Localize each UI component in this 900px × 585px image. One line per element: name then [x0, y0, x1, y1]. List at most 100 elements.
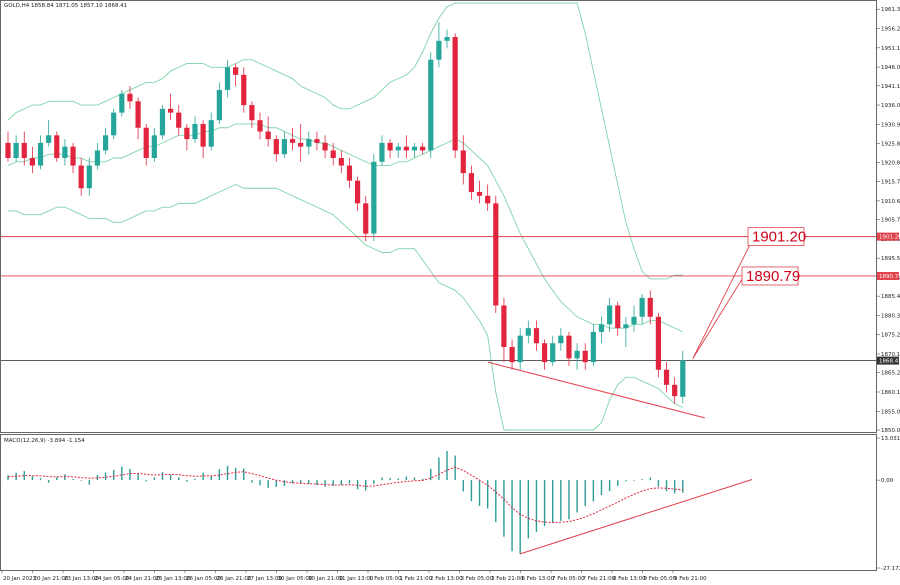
- macd-bar: [470, 480, 473, 502]
- macd-bar: [608, 480, 611, 492]
- candle-body: [387, 142, 393, 151]
- macd-bar: [462, 480, 464, 492]
- time-tick-label: 3 Feb 05:00: [461, 576, 494, 582]
- time-tick-label: 7 Feb 05:00: [552, 576, 585, 582]
- candle-body: [233, 67, 239, 75]
- macd-bar: [243, 468, 245, 481]
- candle-body: [168, 108, 174, 113]
- macd-bar: [633, 480, 635, 481]
- macd-panel: 13.031 0.00 -27.172 MACD(12,26,9) -3.894 -…: [0, 434, 900, 572]
- macd-bar: [291, 480, 294, 484]
- candle-body: [265, 131, 271, 140]
- time-tick-label: 20 Jan 21:00: [34, 576, 69, 582]
- macd-tick-label: -27.172: [881, 566, 900, 572]
- time-tick-label: 31 Jan 13:00: [339, 576, 374, 582]
- candle-body: [607, 305, 613, 325]
- macd-bar: [202, 472, 204, 481]
- macd-bar: [145, 480, 147, 482]
- candle-body: [273, 139, 279, 155]
- macd-bar: [682, 480, 684, 493]
- candle-body: [395, 146, 401, 151]
- macd-bar: [543, 480, 546, 527]
- candle-body: [29, 157, 35, 166]
- candle-body: [208, 120, 214, 147]
- candle-body: [127, 93, 133, 102]
- candle-body: [13, 142, 19, 158]
- candle-body: [70, 146, 76, 166]
- candle-body: [54, 135, 60, 158]
- macd-bar: [7, 475, 9, 481]
- macd-bar: [381, 477, 383, 481]
- price-tick-label: 1925.80: [881, 142, 900, 148]
- time-tick-label: 25 Jan 13:00: [156, 576, 191, 582]
- macd-bar: [340, 480, 343, 485]
- candle-body: [452, 37, 458, 151]
- candle-body: [541, 343, 548, 363]
- macd-bar: [324, 480, 326, 487]
- macd-bar: [72, 478, 74, 481]
- macd-bar: [218, 469, 221, 481]
- price-tick-label: 1895.50: [881, 256, 900, 262]
- current-price-tag: [877, 356, 899, 365]
- candle-body: [363, 203, 369, 234]
- time-tick-label: 23 Jan 13:00: [64, 576, 99, 582]
- candle-body: [46, 135, 52, 143]
- macd-bar: [308, 480, 310, 485]
- candle-body: [647, 297, 653, 317]
- macd-bar: [454, 455, 456, 481]
- macd-bar: [405, 476, 408, 481]
- price-panel: 1961.35 1956.25 1951.15 1946.05 1941.10 1936.…: [0, 0, 900, 434]
- level-callout-box: [747, 227, 805, 247]
- candle-body: [493, 203, 499, 306]
- candle-body: [94, 150, 101, 166]
- candle-body: [86, 165, 92, 189]
- macd-bar: [251, 480, 253, 483]
- macd-bar: [527, 480, 530, 539]
- macd-bar: [397, 478, 399, 481]
- macd-bar: [129, 468, 131, 481]
- price-tick-label: 1956.25: [881, 27, 900, 33]
- price-tick-label: 1946.05: [881, 65, 900, 71]
- macd-bar: [673, 480, 676, 494]
- macd-divergence-trendline: [520, 479, 753, 555]
- macd-histogram: [7, 451, 684, 554]
- macd-bar: [486, 480, 489, 509]
- candles: [5, 21, 686, 404]
- support-trendline: [487, 361, 705, 419]
- macd-bar: [511, 480, 513, 552]
- macd-bar: [112, 470, 115, 481]
- macd-bar: [657, 480, 660, 487]
- macd-tick-label: 13.031: [881, 436, 900, 442]
- candle-body: [354, 180, 361, 204]
- price-tick-label: 1936.00: [881, 103, 900, 109]
- candle-body: [21, 142, 27, 158]
- candle-body: [672, 384, 678, 397]
- time-tick-label: 8 Feb 13:00: [613, 576, 646, 582]
- candle-body: [192, 123, 198, 140]
- macd-bar: [495, 480, 497, 523]
- candle-body: [338, 157, 344, 166]
- price-tick-label: 1885.45: [881, 294, 900, 300]
- macd-bar: [194, 478, 196, 481]
- time-tick-label: 27 Jan 13:00: [247, 576, 282, 582]
- macd-bar: [568, 480, 570, 520]
- candle-body: [62, 146, 68, 158]
- macd-bar: [299, 480, 302, 484]
- macd-tick-label: 0.00: [881, 478, 894, 484]
- candle-body: [306, 139, 312, 147]
- macd-bar: [332, 480, 334, 486]
- candle-body: [159, 108, 166, 136]
- macd-bar: [64, 474, 66, 481]
- candle-body: [143, 127, 149, 158]
- macd-bar: [137, 473, 139, 481]
- candle-body: [655, 316, 661, 370]
- time-tick-label: 6 Feb 13:00: [522, 576, 555, 582]
- macd-bar: [226, 465, 229, 481]
- level-axis-label: 1890.79: [879, 274, 900, 280]
- time-tick-label: 26 Jan 21:00: [217, 576, 252, 582]
- macd-bar: [283, 480, 286, 486]
- time-tick-label: 30 Jan 21:00: [308, 576, 343, 582]
- level-callout-box: [741, 266, 799, 286]
- macd-signal: [7, 466, 683, 523]
